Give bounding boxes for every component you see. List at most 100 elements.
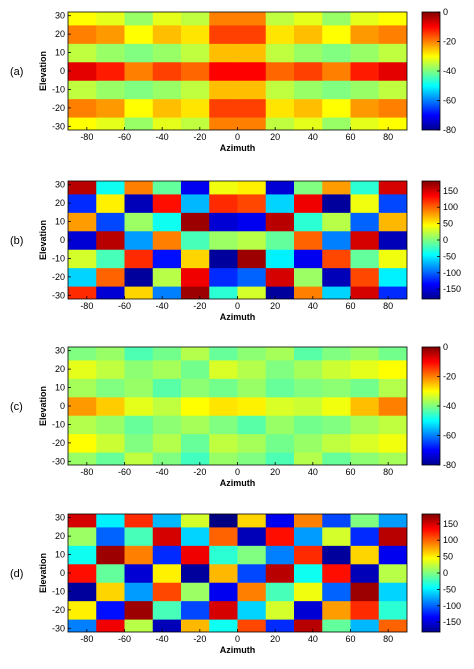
heatmap-cell xyxy=(152,267,182,287)
heatmap-cell xyxy=(322,286,351,299)
heatmap-cell xyxy=(350,230,380,250)
y-tick-label: 20 xyxy=(55,198,65,208)
panel: -80 -60 -40 -20 0 20 40 60 80-30-20-100102030Azi… xyxy=(10,513,461,655)
heatmap-cell xyxy=(96,396,125,416)
heatmap-cell xyxy=(124,452,154,465)
y-tick-label: -20 xyxy=(52,103,65,113)
heatmap-cell xyxy=(265,117,295,130)
heatmap-cell xyxy=(124,117,154,130)
heatmap-cell xyxy=(378,396,407,416)
heatmap-cell xyxy=(209,433,238,453)
heatmap-cell xyxy=(96,600,125,620)
heatmap-cell xyxy=(181,61,210,81)
heatmap-cell xyxy=(322,514,351,528)
colorbar-tick-label: -50 xyxy=(443,251,456,261)
heatmap-cell xyxy=(265,43,295,63)
y-tick-label: 30 xyxy=(55,346,65,356)
heatmap-cell xyxy=(152,212,182,232)
heatmap-cell xyxy=(265,24,295,44)
heatmap-cell xyxy=(124,286,154,299)
heatmap-cell xyxy=(152,545,182,565)
y-tick-label: 20 xyxy=(55,531,65,541)
heatmap-cell xyxy=(322,378,351,398)
heatmap-cell xyxy=(378,117,407,130)
heatmap-cell xyxy=(322,249,351,269)
heatmap-cell xyxy=(152,347,182,361)
heatmap-cell xyxy=(68,98,97,118)
heatmap-cell xyxy=(378,415,407,435)
x-tick-label: -40 xyxy=(156,132,169,142)
colorbar-tick-label: 50 xyxy=(443,552,453,562)
heatmap-cell xyxy=(68,230,97,250)
y-tick-label: 30 xyxy=(55,180,65,190)
heatmap-cell xyxy=(378,563,407,583)
heatmap-cell xyxy=(68,415,97,435)
y-tick-label: 10 xyxy=(55,217,65,227)
colorbar-tick-label: -150 xyxy=(443,617,461,627)
heatmap-cell xyxy=(181,619,210,632)
heatmap-cell xyxy=(68,267,97,287)
heatmap-cell xyxy=(350,12,380,26)
heatmap-cell xyxy=(294,181,323,195)
heatmap-cell xyxy=(124,619,154,632)
heatmap-cell xyxy=(350,359,380,379)
heatmap-cell xyxy=(237,359,267,379)
heatmap-cell xyxy=(124,267,154,287)
heatmap-cell xyxy=(181,452,210,465)
x-tick-label: -20 xyxy=(193,132,206,142)
heatmap-cell xyxy=(350,378,380,398)
heatmap-cell xyxy=(378,43,407,63)
heatmap-cell xyxy=(265,378,295,398)
y-tick-label: -20 xyxy=(52,272,65,282)
heatmap-cell xyxy=(322,212,351,232)
heatmap-cell xyxy=(181,286,210,299)
colorbar-tick-label: 100 xyxy=(443,202,458,212)
heatmap-cell xyxy=(322,43,351,63)
heatmap-cell xyxy=(181,526,210,546)
heatmap-cell xyxy=(350,286,380,299)
heatmap-cell xyxy=(378,80,407,100)
colorbar-tick-label: 0 xyxy=(443,235,448,245)
heatmap-cell xyxy=(96,359,125,379)
heatmap-cell xyxy=(124,347,154,361)
heatmap-cell xyxy=(124,514,154,528)
heatmap-cell xyxy=(181,193,210,213)
heatmap-cell xyxy=(124,582,154,602)
heatmap-cell xyxy=(294,545,323,565)
heatmap-cell xyxy=(181,117,210,130)
y-tick-label: -10 xyxy=(52,586,65,596)
heatmap-cell xyxy=(96,526,125,546)
heatmap-cell xyxy=(152,193,182,213)
heatmap-cell xyxy=(181,347,210,361)
heatmap-cell xyxy=(378,452,407,465)
heatmap-cell xyxy=(68,181,97,195)
heatmap-cell xyxy=(124,43,154,63)
heatmap-cell xyxy=(124,359,154,379)
heatmap-cell xyxy=(68,24,97,44)
heatmap-cell xyxy=(350,193,380,213)
heatmap-cell xyxy=(237,267,267,287)
heatmap-cell xyxy=(237,545,267,565)
heatmap-cell xyxy=(209,212,238,232)
heatmap-cell xyxy=(350,619,380,632)
y-tick-label: 0 xyxy=(60,66,65,76)
panel-label: (c) xyxy=(10,401,23,413)
heatmap-cell xyxy=(209,43,238,63)
heatmap-cell xyxy=(152,61,182,81)
heatmap-cell xyxy=(209,24,238,44)
heatmap-cell xyxy=(294,396,323,416)
heatmap-cell xyxy=(68,452,97,465)
heatmap-cell xyxy=(152,117,182,130)
panel: -80 -60 -40 -20 0 20 40 60 80-30-20-100102030Azi… xyxy=(10,342,456,488)
heatmap-cell xyxy=(237,452,267,465)
heatmap-cells xyxy=(68,12,407,130)
heatmap-cell xyxy=(68,582,97,602)
heatmap-cell xyxy=(265,359,295,379)
x-tick-label: 80 xyxy=(383,467,393,477)
heatmap-cell xyxy=(181,563,210,583)
heatmap-cell xyxy=(124,396,154,416)
y-tick-label: -20 xyxy=(52,605,65,615)
heatmap-cell xyxy=(96,545,125,565)
heatmap-cell xyxy=(209,61,238,81)
heatmap-cell xyxy=(322,563,351,583)
